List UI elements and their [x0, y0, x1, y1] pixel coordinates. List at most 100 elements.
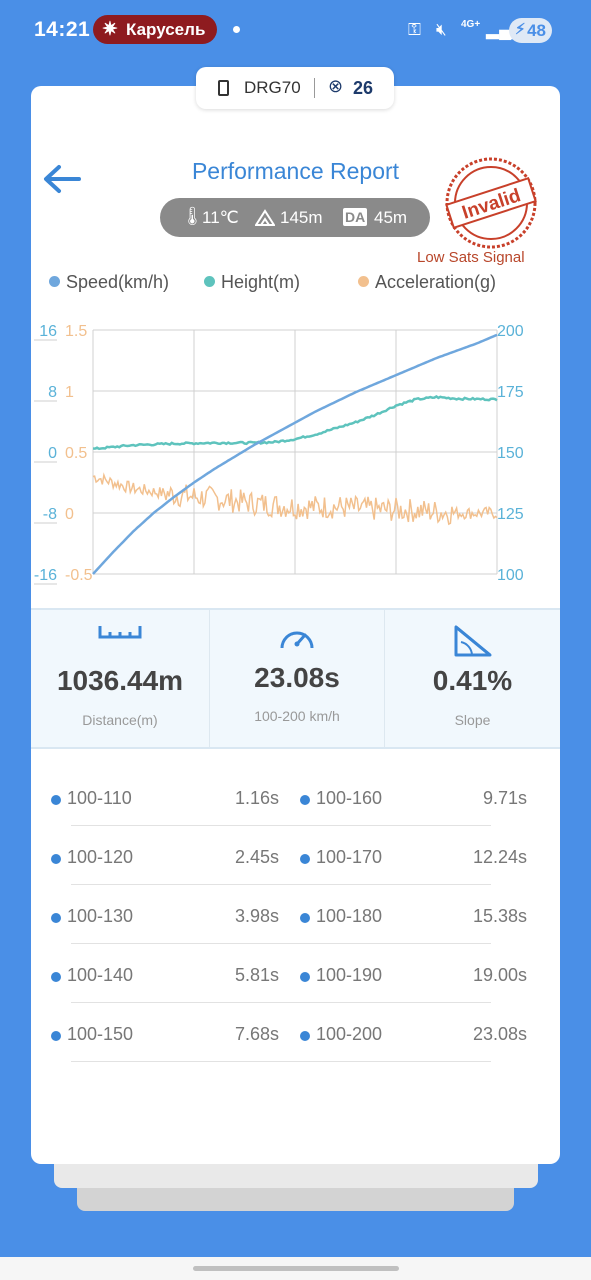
accel-axis-tick: 1	[65, 384, 74, 401]
table-row: 100-120 2.45s 100-170 12.24s	[51, 825, 527, 885]
report-card: Performance Report 🌡︎ 11℃ 145m DA 45m In…	[31, 86, 560, 1164]
bullet	[51, 972, 61, 982]
ruler-icon	[98, 626, 142, 639]
bullet	[300, 972, 310, 982]
time-value: 9.71s	[482, 788, 527, 808]
accel-axis-tick: 0	[65, 506, 74, 523]
notification-dot	[233, 26, 240, 33]
mountain-icon	[255, 209, 275, 226]
temperature-value: 11℃	[202, 208, 239, 227]
accel-axis-tick: -0.5	[65, 567, 93, 584]
legend-speed: Speed(km/h)	[49, 272, 169, 293]
time-value: 23.08s	[472, 1024, 527, 1044]
left-axis-tick: 0	[48, 445, 57, 462]
battery-indicator: ⚡︎ 48	[509, 18, 552, 43]
range-label: 100-200	[316, 1024, 383, 1044]
bullet	[51, 913, 61, 923]
distance-label: Distance(m)	[82, 712, 158, 728]
device-name: DRG70	[244, 78, 301, 97]
navigation-bar	[0, 1257, 591, 1280]
device-tab[interactable]: DRG70 ⊗ 26	[196, 67, 394, 109]
range-label: 100-150	[67, 1024, 134, 1044]
time-value: 12.24s	[472, 847, 527, 867]
right-axis-tick: 150	[497, 445, 524, 462]
time-value: 2.45s	[234, 847, 279, 867]
time-value: 23.08s	[254, 662, 340, 693]
right-axis-tick: 125	[497, 506, 524, 523]
time-value: 15.38s	[472, 906, 527, 926]
left-axis-tick: -16	[34, 567, 57, 584]
accel-axis-tick: 0.5	[65, 445, 87, 462]
right-axis-tick: 175	[497, 384, 524, 401]
table-row: 100-110 1.16s 100-160 9.71s	[51, 766, 527, 826]
table-row: 100-140 5.81s 100-190 19.00s	[51, 943, 527, 1003]
sparkle-icon: ✷	[102, 19, 118, 40]
range-label: 100-160	[316, 788, 383, 808]
legend-dot	[358, 276, 369, 287]
left-axis-tick: 8	[48, 384, 57, 401]
bullet	[300, 854, 310, 864]
time-value: 3.98s	[234, 906, 279, 926]
network-type: 4G+	[461, 19, 481, 30]
environment-bar: 🌡︎ 11℃ 145m DA 45m	[160, 198, 430, 237]
right-axis-tick: 200	[497, 323, 524, 340]
bullet	[51, 795, 61, 805]
carousel-pill[interactable]: ✷ Карусель	[93, 15, 217, 44]
mute-icon: 🔇︎	[436, 20, 447, 39]
status-bar: 14:21 ✷ Карусель ⚿ 🔇︎ 4G+ ▂▄▆ ⚡︎ 48	[0, 0, 591, 62]
left-axis-tick: 16	[39, 323, 57, 340]
legend-dot	[204, 276, 215, 287]
right-axis-tick: 100	[497, 567, 524, 584]
satellite-icon: ⊗	[328, 76, 344, 96]
range-label: 100-130	[67, 906, 134, 926]
thermometer-icon: 🌡︎	[181, 206, 204, 226]
legend-dot	[49, 276, 60, 287]
time-value: 19.00s	[472, 965, 527, 985]
range-label: 100-180	[316, 906, 383, 926]
density-altitude-value: 45m	[374, 208, 408, 227]
stats-panel: 1036.44m Distance(m) 23.08s 100-200 km/h…	[31, 608, 560, 749]
left-axis-tick: -8	[43, 506, 57, 523]
stat-slope: 0.41% Slope	[385, 610, 560, 747]
acceleration-series-line	[92, 472, 498, 526]
divider	[209, 610, 210, 747]
slope-label: Slope	[454, 712, 491, 728]
bullet	[300, 1031, 310, 1041]
stat-time: 23.08s 100-200 km/h	[210, 610, 384, 747]
home-handle[interactable]	[193, 1266, 399, 1271]
table-row: 100-150 7.68s 100-200 23.08s	[51, 1002, 527, 1062]
time-value: 7.68s	[234, 1024, 279, 1044]
page-title: Performance Report	[191, 158, 400, 184]
bullet	[300, 795, 310, 805]
accel-axis-tick: 1.5	[65, 323, 87, 340]
range-label: 100-140	[67, 965, 134, 985]
clock: 14:21	[34, 18, 91, 41]
speed-series-line	[92, 333, 498, 575]
table-row: 100-130 3.98s 100-180 15.38s	[51, 884, 527, 944]
key-icon: ⚿	[408, 20, 421, 39]
low-sats-warning: Low Sats Signal	[417, 249, 525, 266]
range-label: 100-190	[316, 965, 383, 985]
divider	[314, 78, 315, 98]
bolt-icon: ⚡︎	[515, 21, 526, 38]
slope-icon	[454, 625, 491, 657]
invalid-stamp: Invalid	[445, 157, 537, 249]
back-arrow-icon[interactable]	[41, 162, 83, 196]
bullet	[300, 913, 310, 923]
stat-distance: 1036.44m Distance(m)	[31, 610, 209, 747]
range-label: 100-110	[67, 788, 132, 808]
chart-legend: Speed(km/h) Height(m) Acceleration(g)	[49, 272, 559, 296]
legend-acceleration: Acceleration(g)	[358, 272, 496, 293]
bullet	[51, 854, 61, 864]
carousel-label: Карусель	[126, 20, 206, 39]
bullet	[51, 1031, 61, 1041]
divider	[384, 610, 385, 747]
speedometer-icon	[280, 631, 314, 649]
battery-level: 48	[527, 21, 546, 40]
time-value: 1.16s	[234, 788, 279, 808]
performance-chart: 16 8 0 -8 -16 1.5 1 0.5 0 -0.5 200 175 150 125 100	[34, 323, 524, 585]
time-value: 5.81s	[234, 965, 279, 985]
range-label: 100-170	[316, 847, 383, 867]
distance-value: 1036.44m	[56, 665, 184, 696]
satellite-count: 26	[353, 78, 374, 98]
